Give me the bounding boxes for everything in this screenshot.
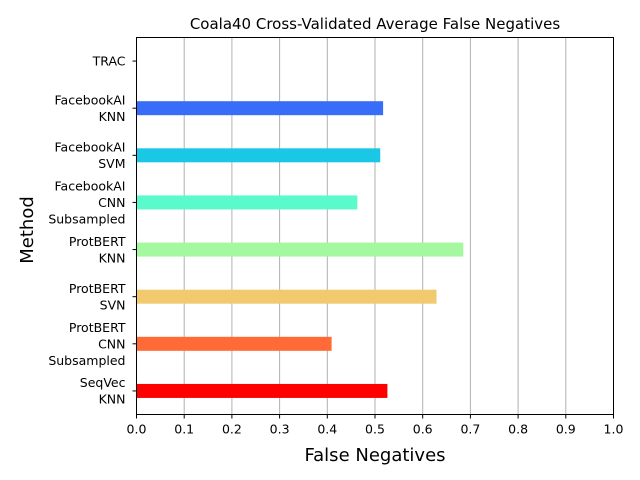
y-tick-label: TRAC (92, 54, 126, 69)
y-tick-label: FacebookAI CNN Subsampled (48, 178, 125, 226)
gridlines (183, 37, 567, 415)
bar (136, 242, 464, 257)
y-tick-label: FacebookAI SVM (55, 140, 126, 172)
x-tick-label: 0.6 (413, 422, 433, 437)
y-ticks: TRAC FacebookAI KNN FacebookAI SVM FacebookAI… (48, 54, 137, 407)
bar (136, 289, 437, 304)
x-tick-label: 0.3 (270, 422, 290, 437)
x-tick-label: 0.0 (127, 422, 147, 437)
x-tick-label: 0.8 (508, 422, 528, 437)
x-tick-label: 0.4 (317, 422, 337, 437)
y-tick-label: SeqVec KNN (80, 375, 126, 407)
y-axis-label: Method (17, 196, 38, 264)
bar (136, 148, 381, 163)
y-tick-label: ProtBERT KNN (69, 234, 126, 266)
bar (136, 336, 332, 351)
x-tick-label: 0.2 (222, 422, 242, 437)
x-axis-label: False Negatives (304, 445, 445, 466)
x-tick-label: 0.7 (460, 422, 480, 437)
y-tick-label: FacebookAI KNN (55, 92, 126, 124)
bar (136, 383, 388, 398)
bar (136, 195, 358, 210)
x-ticks: 0.0 0.1 0.2 0.3 0.4 0.5 0.6 0.7 0.8 0.9 1.0 (127, 414, 624, 437)
y-tick-label: ProtBERT SVN (69, 281, 126, 313)
x-tick-label: 1.0 (604, 422, 624, 437)
y-tick-label: ProtBERT CNN Subsampled (48, 320, 126, 368)
chart-title: Coala40 Cross-Validated Average False Ne… (190, 15, 561, 33)
x-tick-label: 0.5 (365, 422, 385, 437)
bar (136, 101, 384, 116)
x-tick-label: 0.9 (556, 422, 576, 437)
bars (136, 101, 464, 398)
x-tick-label: 0.1 (174, 422, 194, 437)
